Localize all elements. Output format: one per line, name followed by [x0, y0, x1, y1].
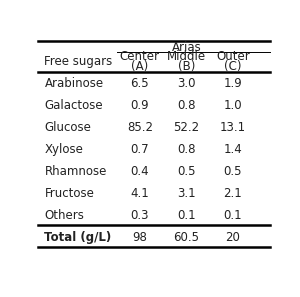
Text: 0.5: 0.5 — [224, 165, 242, 178]
Text: 2.1: 2.1 — [224, 187, 242, 200]
Text: 0.1: 0.1 — [177, 209, 196, 222]
Text: 0.7: 0.7 — [130, 143, 149, 156]
Text: Arabinose: Arabinose — [44, 77, 104, 90]
Text: 0.8: 0.8 — [177, 143, 196, 156]
Text: Free sugars: Free sugars — [44, 56, 113, 68]
Text: 85.2: 85.2 — [127, 121, 153, 134]
Text: 0.3: 0.3 — [130, 209, 149, 222]
Text: Others: Others — [44, 209, 84, 222]
Text: 1.9: 1.9 — [224, 77, 242, 90]
Text: Galactose: Galactose — [44, 99, 103, 112]
Text: Center: Center — [120, 50, 160, 63]
Text: 60.5: 60.5 — [173, 231, 199, 244]
Text: 1.0: 1.0 — [224, 99, 242, 112]
Text: 98: 98 — [132, 231, 147, 244]
Text: 6.5: 6.5 — [130, 77, 149, 90]
Text: 0.9: 0.9 — [130, 99, 149, 112]
Text: Total (g/L): Total (g/L) — [44, 231, 112, 244]
Text: 0.8: 0.8 — [177, 99, 196, 112]
Text: 20: 20 — [225, 231, 240, 244]
Text: 3.0: 3.0 — [177, 77, 196, 90]
Text: 0.1: 0.1 — [224, 209, 242, 222]
Text: Rhamnose: Rhamnose — [44, 165, 107, 178]
Text: 3.1: 3.1 — [177, 187, 196, 200]
Text: 1.4: 1.4 — [224, 143, 242, 156]
Text: Xylose: Xylose — [44, 143, 83, 156]
Text: 52.2: 52.2 — [173, 121, 200, 134]
Text: Glucose: Glucose — [44, 121, 91, 134]
Text: (C): (C) — [224, 61, 242, 73]
Text: (A): (A) — [131, 61, 148, 73]
Text: Arias: Arias — [171, 41, 201, 53]
Text: (B): (B) — [178, 61, 195, 73]
Text: 4.1: 4.1 — [130, 187, 149, 200]
Text: Fructose: Fructose — [44, 187, 94, 200]
Text: Middle: Middle — [167, 50, 206, 63]
Text: Outer: Outer — [216, 50, 250, 63]
Text: 0.5: 0.5 — [177, 165, 196, 178]
Text: 0.4: 0.4 — [130, 165, 149, 178]
Text: 13.1: 13.1 — [220, 121, 246, 134]
